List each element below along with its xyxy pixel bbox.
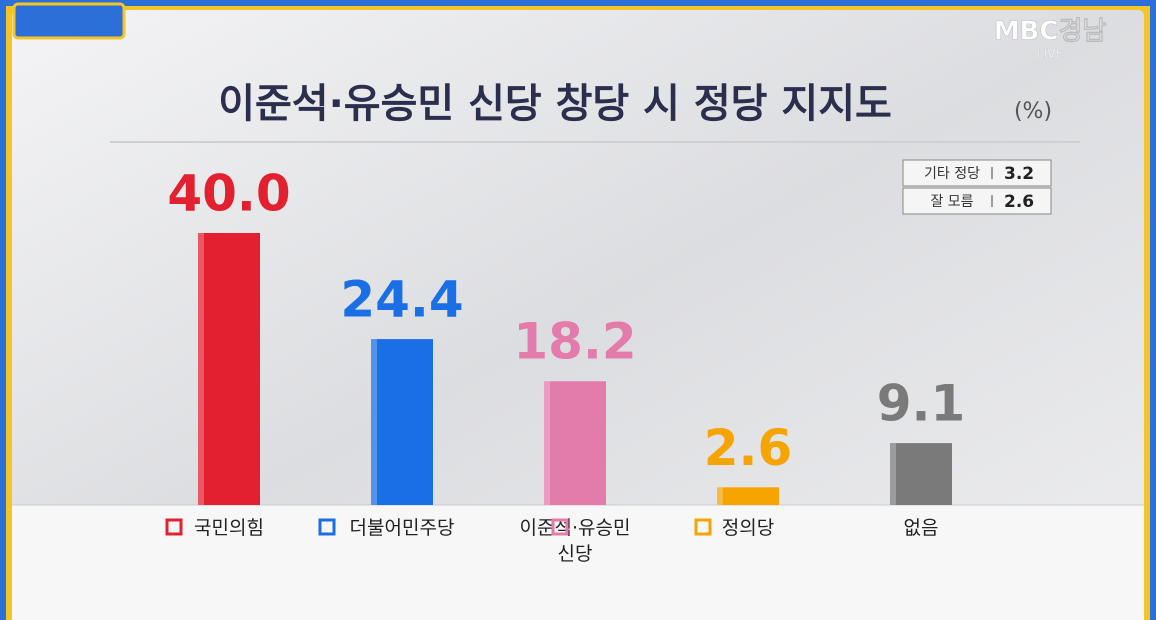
unit: (%) [1014, 99, 1052, 124]
side-row [902, 187, 1052, 215]
broadcaster: MBC경남 [994, 17, 1107, 47]
value-label: 9.1 [877, 375, 966, 433]
value-label: 40.0 [167, 165, 290, 223]
category-label: 없음 [903, 517, 939, 539]
value-label: 18.2 [513, 313, 636, 371]
category-label: 더불어민주당 [349, 517, 455, 539]
category-label-box: 정의당 [721, 517, 775, 539]
side-value: 3.2 [1004, 164, 1034, 184]
live: LIVE [1037, 47, 1063, 61]
background [12, 10, 1144, 620]
bar-shade [198, 233, 204, 505]
legend-icon [165, 518, 183, 536]
bar-shade [717, 487, 723, 505]
value-label: 2.6 [704, 419, 793, 477]
category-label-box: 이준석·유승민 신당 [519, 517, 631, 565]
bar [717, 487, 779, 505]
bar-shade [544, 381, 550, 505]
side-value: 2.6 [1004, 192, 1034, 212]
category-label: 이준석·유승민 신당 [519, 517, 631, 565]
bar [371, 339, 433, 505]
legend-icon [318, 518, 336, 536]
side-label: 기타 정당 [924, 166, 980, 182]
value-label: 24.4 [340, 271, 463, 329]
side-label: 잘 모름 [930, 194, 973, 210]
show-logo [12, 2, 126, 40]
category-label-box: 더불어민주당 [349, 517, 455, 539]
category-label-box: 국민의힘 [194, 517, 264, 539]
category-label: 국민의힘 [194, 517, 264, 539]
bar [544, 381, 606, 505]
legend-icon [551, 518, 569, 536]
side-table: 기타 정당 3.2 잘 모름 2.6 [902, 159, 1052, 215]
chart-title: 이준석·유승민 신당 창당 시 정당 지지도 [218, 81, 892, 127]
category-label: 정의당 [721, 517, 775, 539]
bar-shade [890, 443, 896, 505]
bar [198, 233, 260, 505]
side-row [902, 159, 1052, 187]
legend-icon [694, 518, 712, 536]
floor [12, 505, 1144, 620]
category-label-box: 없음 [903, 517, 939, 539]
bar-shade [371, 339, 377, 505]
bar [890, 443, 952, 505]
